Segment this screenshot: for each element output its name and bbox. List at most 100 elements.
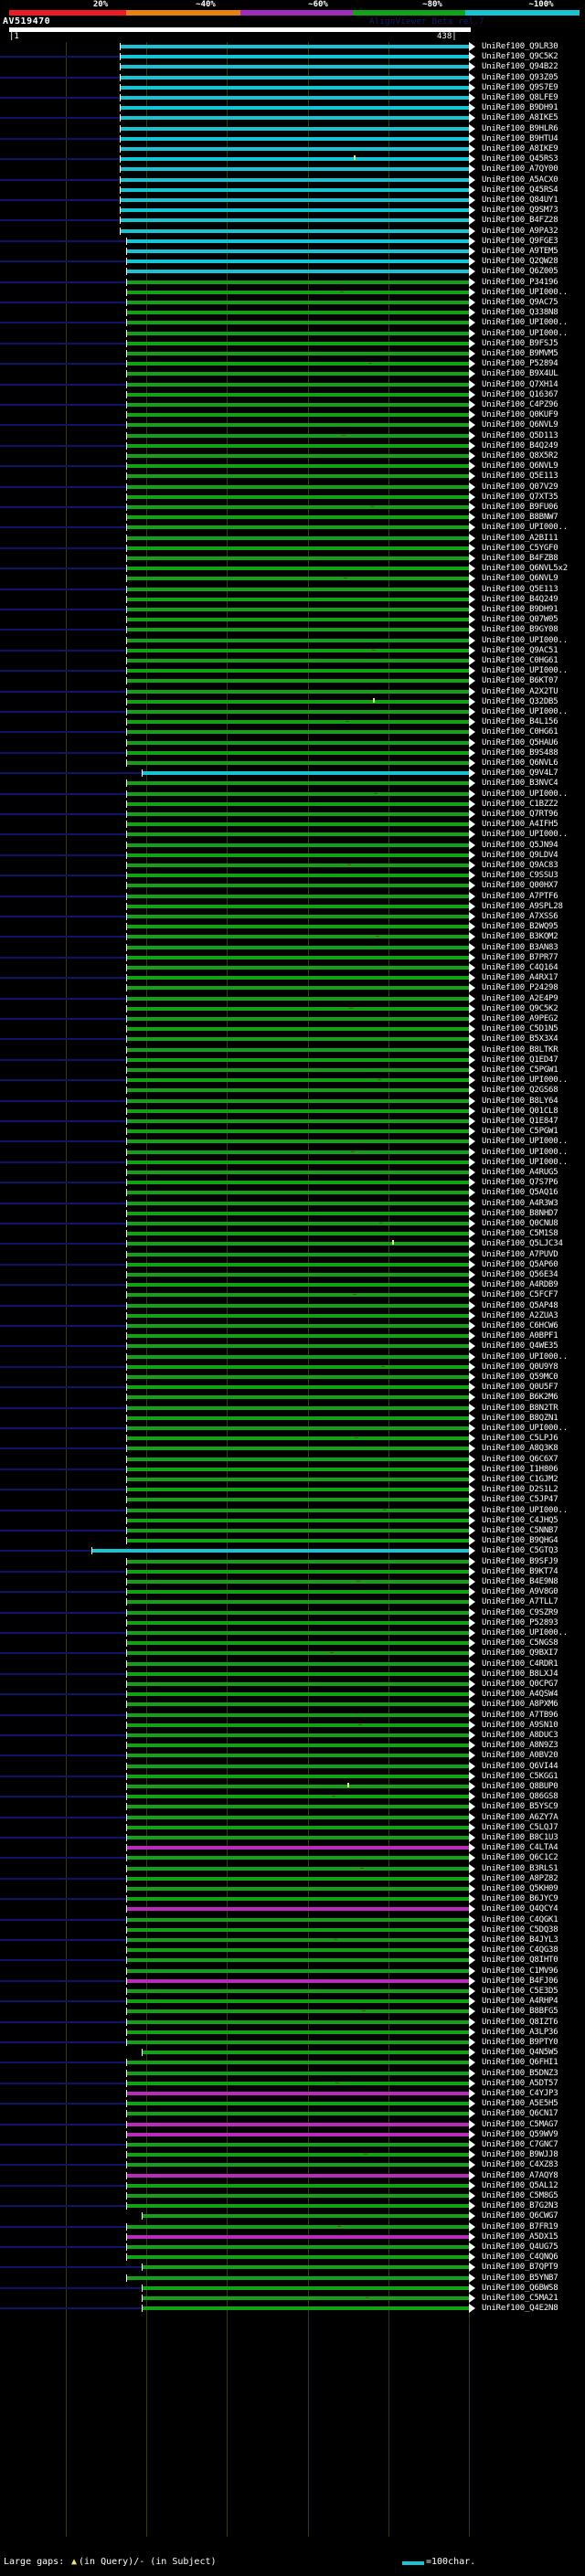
hit-label[interactable]: UniRef100_B4FZB8 — [482, 554, 558, 563]
hit-label[interactable]: UniRef100_B5X3X4 — [482, 1034, 558, 1044]
hsp-bar[interactable] — [126, 1815, 469, 1819]
hsp-bar[interactable] — [142, 2306, 469, 2311]
hit-label[interactable]: UniRef100_C5JP47 — [482, 1495, 558, 1505]
hit-label[interactable]: UniRef100_Q8LFE9 — [482, 93, 558, 102]
hit-label[interactable]: UniRef100_Q4N5W5 — [482, 2048, 558, 2058]
hsp-bar[interactable] — [126, 1232, 469, 1236]
hsp-bar[interactable] — [126, 935, 469, 939]
hsp-bar[interactable] — [126, 822, 469, 827]
hit-label[interactable]: UniRef100_B8BNW7 — [482, 513, 558, 523]
hit-label[interactable]: UniRef100_C6HCW6 — [482, 1321, 558, 1330]
hsp-bar[interactable] — [120, 45, 469, 48]
hsp-bar[interactable] — [126, 362, 469, 366]
hsp-bar[interactable] — [126, 1293, 469, 1298]
hsp-bar[interactable] — [126, 843, 469, 847]
hsp-bar[interactable] — [126, 1395, 469, 1400]
hit-label[interactable]: UniRef100_A9PEG2 — [482, 1014, 558, 1023]
hit-label[interactable]: UniRef100_UPI000.. — [482, 1147, 568, 1157]
hit-label[interactable]: UniRef100_Q7XH14 — [482, 379, 558, 389]
hit-label[interactable]: UniRef100_C5GTQ3 — [482, 1546, 558, 1556]
hsp-bar[interactable] — [126, 1364, 469, 1369]
hit-label[interactable]: UniRef100_C5PGW1 — [482, 1127, 558, 1137]
hit-label[interactable]: UniRef100_Q9AC75 — [482, 298, 558, 307]
hit-label[interactable]: UniRef100_UPI000.. — [482, 1505, 568, 1515]
hsp-bar[interactable] — [126, 750, 469, 755]
hsp-bar[interactable] — [120, 208, 469, 213]
hsp-bar[interactable] — [126, 986, 469, 991]
hit-label[interactable]: UniRef100_B8C1U3 — [482, 1833, 558, 1842]
hsp-bar[interactable] — [126, 1467, 469, 1471]
hsp-bar[interactable] — [126, 1313, 469, 1318]
hit-label[interactable]: UniRef100_Q16367 — [482, 389, 558, 399]
hsp-bar[interactable] — [126, 1037, 469, 1042]
hit-label[interactable]: UniRef100_Q5AQ16 — [482, 1188, 558, 1198]
hit-label[interactable]: UniRef100_Q84UY1 — [482, 196, 558, 205]
hsp-bar[interactable] — [126, 1723, 469, 1727]
hit-label[interactable]: UniRef100_C5MA21 — [482, 2294, 558, 2303]
hit-label[interactable]: UniRef100_B4Q249 — [482, 594, 558, 604]
hsp-bar[interactable] — [126, 311, 469, 315]
hsp-bar[interactable] — [126, 1764, 469, 1768]
hit-label[interactable]: UniRef100_C4YJP3 — [482, 2089, 558, 2098]
hit-label[interactable]: UniRef100_B8LTKR — [482, 1044, 558, 1055]
hsp-bar[interactable] — [126, 587, 469, 591]
hsp-bar[interactable] — [126, 2245, 469, 2249]
hsp-bar[interactable] — [126, 1252, 469, 1256]
hsp-bar[interactable] — [126, 403, 469, 407]
hit-label[interactable]: UniRef100_UPI000.. — [482, 523, 568, 533]
hsp-bar[interactable] — [126, 423, 469, 428]
hsp-bar[interactable] — [126, 2234, 469, 2239]
hsp-bar[interactable] — [126, 2009, 469, 2014]
hit-label[interactable]: UniRef100_UPI000.. — [482, 328, 568, 338]
hsp-bar[interactable] — [126, 1661, 469, 1666]
hsp-bar[interactable] — [126, 832, 469, 837]
hsp-bar[interactable] — [126, 1836, 469, 1839]
hit-label[interactable]: UniRef100_C5DQ38 — [482, 1924, 558, 1935]
hit-label[interactable]: UniRef100_Q4E2N8 — [482, 2304, 558, 2314]
hit-label[interactable]: UniRef100_Q4QCY4 — [482, 1904, 558, 1914]
hit-label[interactable]: UniRef100_B9PTY0 — [482, 2038, 558, 2047]
hsp-bar[interactable] — [126, 884, 469, 888]
hsp-bar[interactable] — [126, 659, 469, 663]
hsp-bar[interactable] — [120, 75, 469, 80]
hsp-bar[interactable] — [126, 1222, 469, 1225]
hsp-bar[interactable] — [126, 1303, 469, 1308]
hsp-bar[interactable] — [126, 689, 469, 694]
hit-label[interactable]: UniRef100_C4QNQ6 — [482, 2253, 558, 2263]
hit-label[interactable]: UniRef100_A9PA32 — [482, 226, 558, 236]
hit-label[interactable]: UniRef100_UPI000.. — [482, 318, 568, 328]
hsp-bar[interactable] — [126, 2041, 469, 2044]
hsp-bar[interactable] — [126, 1181, 469, 1185]
hit-label[interactable]: UniRef100_A0BV20 — [482, 1751, 558, 1761]
hit-label[interactable]: UniRef100_C1MV96 — [482, 1966, 558, 1976]
hsp-bar[interactable] — [126, 955, 469, 959]
hit-label[interactable]: UniRef100_Q6NVL5x2 — [482, 564, 568, 574]
hsp-bar[interactable] — [120, 136, 469, 141]
hit-label[interactable]: UniRef100_UPI000.. — [482, 1628, 568, 1638]
hit-label[interactable]: UniRef100_Q8BUP0 — [482, 1782, 558, 1791]
hit-label[interactable]: UniRef100_B8BFG5 — [482, 2007, 558, 2017]
hit-label[interactable]: UniRef100_Q0U9Y8 — [482, 1362, 558, 1372]
hit-label[interactable]: UniRef100_B5YNB7 — [482, 2273, 558, 2283]
hsp-bar[interactable] — [126, 1856, 469, 1860]
hsp-bar[interactable] — [126, 1405, 469, 1410]
hit-label[interactable]: UniRef100_A4RDB9 — [482, 1280, 558, 1290]
hit-label[interactable]: UniRef100_I1H806 — [482, 1464, 558, 1474]
hit-label[interactable]: UniRef100_Q9LDV4 — [482, 850, 558, 860]
hsp-bar[interactable] — [126, 1846, 469, 1850]
hsp-bar[interactable] — [126, 1876, 469, 1881]
hit-label[interactable]: UniRef100_A5DT57 — [482, 2078, 558, 2088]
hit-label[interactable]: UniRef100_A5DX15 — [482, 2231, 558, 2242]
hit-label[interactable]: UniRef100_Q5LJC34 — [482, 1239, 563, 1249]
hit-label[interactable]: UniRef100_Q0CNU8 — [482, 1219, 558, 1228]
hsp-bar[interactable] — [126, 1140, 469, 1144]
hsp-bar[interactable] — [126, 1171, 469, 1174]
hsp-bar[interactable] — [126, 2275, 469, 2280]
hsp-bar[interactable] — [126, 1088, 469, 1093]
hit-label[interactable]: UniRef100_B3RLS1 — [482, 1863, 558, 1873]
hsp-bar[interactable] — [126, 2204, 469, 2209]
hit-label[interactable]: UniRef100_Q5AP48 — [482, 1300, 558, 1310]
hsp-bar[interactable] — [126, 1283, 469, 1288]
hsp-bar[interactable] — [126, 2102, 469, 2106]
hit-label[interactable]: UniRef100_B7QPT9 — [482, 2263, 558, 2273]
